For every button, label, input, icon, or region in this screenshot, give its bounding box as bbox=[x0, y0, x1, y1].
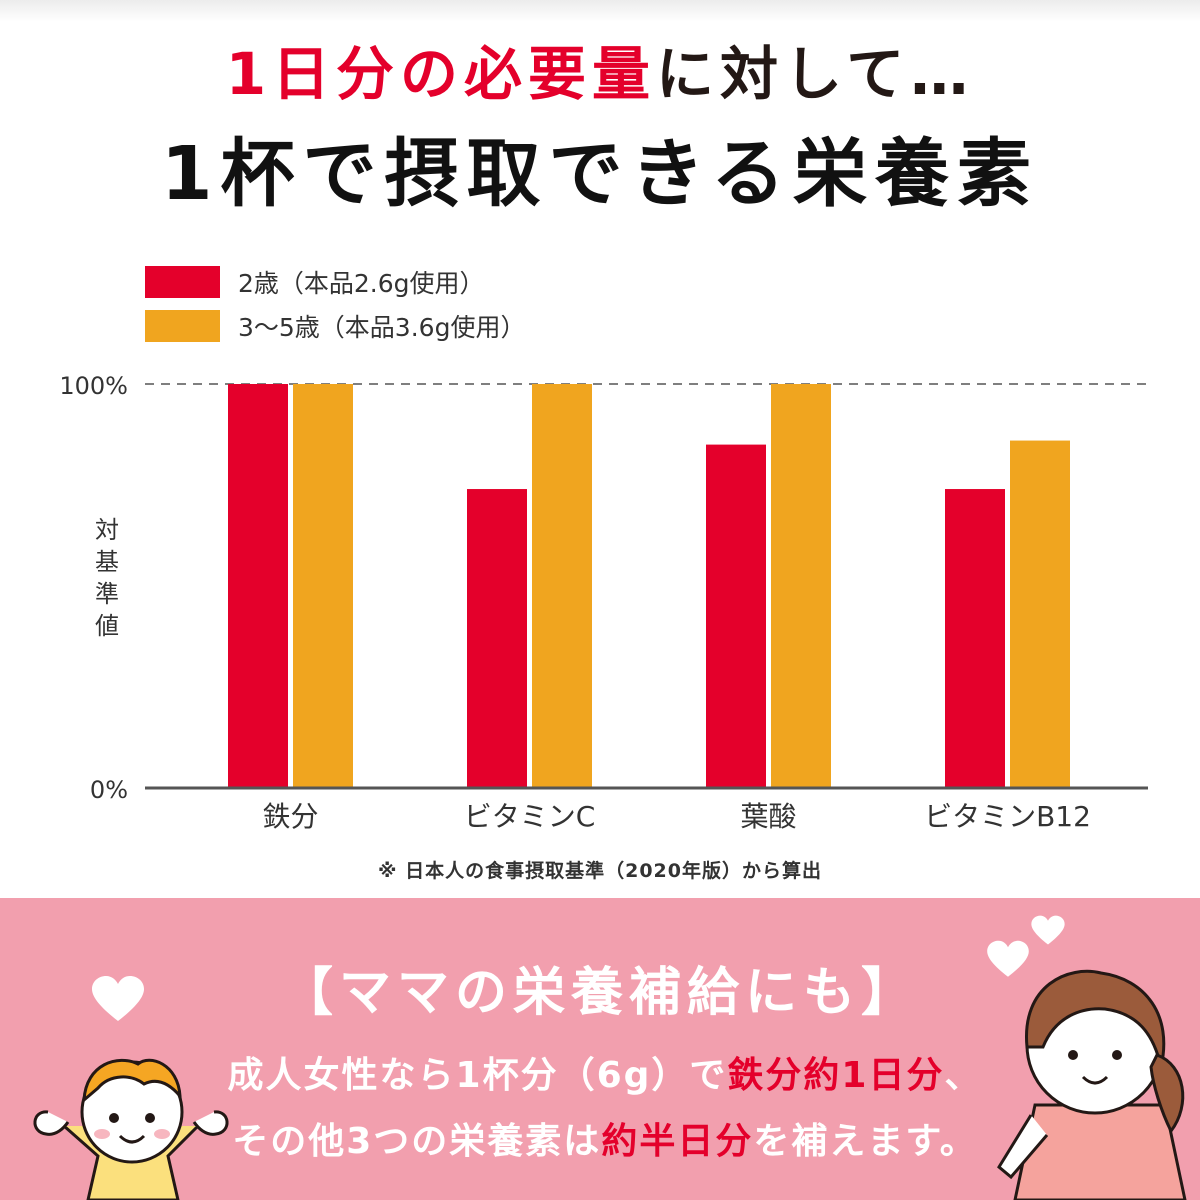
bar-3-1 bbox=[706, 444, 766, 788]
x-tick-label-3: 葉酸 bbox=[740, 800, 796, 833]
top-shadow-band bbox=[0, 0, 1200, 22]
child-illustration bbox=[33, 1058, 229, 1200]
panel-line-1-a: 成人女性なら1杯分（6g）で bbox=[227, 1055, 728, 1096]
mother-illustration bbox=[997, 969, 1187, 1200]
bar-2-1 bbox=[467, 489, 527, 788]
legend-swatch-1 bbox=[145, 266, 220, 298]
panel-line-2-c: を補えます。 bbox=[753, 1121, 978, 1162]
panel-line-2: その他3つの栄養素は約半日分を補えます。 bbox=[225, 1112, 985, 1164]
legend-label-1: 2歳（本品2.6g使用） bbox=[238, 269, 485, 298]
source-note: ※ 日本人の食事摂取基準（2020年版）から算出 bbox=[378, 860, 822, 882]
x-tick-label-2: ビタミンC bbox=[464, 800, 596, 833]
bar-chart: 2歳（本品2.6g使用） 3〜5歳（本品3.6g使用） 鉄分 ビタミンC 葉酸 ビタミンB… bbox=[59, 266, 1148, 833]
heart-icon bbox=[987, 940, 1029, 977]
panel-line-2-a: その他3つの栄養素は bbox=[232, 1121, 602, 1162]
title-line-1: 1日分の必要量に対して… bbox=[0, 38, 1200, 110]
title-rest: に対して… bbox=[656, 40, 975, 108]
y-axis-label-char: 値 bbox=[95, 612, 119, 640]
panel-line-1: 成人女性なら1杯分（6g）で鉄分約1日分、 bbox=[225, 1046, 985, 1098]
y-tick-label-100: 100% bbox=[59, 372, 128, 400]
y-axis-label-char: 準 bbox=[95, 580, 119, 608]
bar-3-2 bbox=[771, 384, 831, 788]
legend-label-2: 3〜5歳（本品3.6g使用） bbox=[238, 313, 525, 342]
y-tick-label-0: 0% bbox=[90, 776, 128, 804]
main-title: 1杯で摂取できる栄養素 bbox=[160, 131, 1039, 217]
y-axis-label-char: 基 bbox=[95, 548, 119, 576]
bar-1-1 bbox=[228, 384, 288, 788]
heart-icon bbox=[1031, 915, 1065, 945]
bar-4-1 bbox=[945, 489, 1005, 788]
panel-line-2-highlight: 約半日分 bbox=[601, 1121, 754, 1162]
x-tick-label-4: ビタミンB12 bbox=[924, 800, 1091, 833]
panel-heading: 【ママの栄養補給にも】 bbox=[280, 963, 919, 1023]
legend-swatch-2 bbox=[145, 310, 220, 342]
bar-2-2 bbox=[532, 384, 592, 788]
y-axis-label-char: 対 bbox=[95, 516, 119, 544]
heart-icon bbox=[92, 976, 144, 1021]
title-accent: 1日分の必要量 bbox=[225, 40, 657, 108]
bar-4-2 bbox=[1010, 440, 1070, 788]
panel-line-1-highlight: 鉄分約1日分 bbox=[727, 1055, 945, 1096]
panel-line-1-c: 、 bbox=[944, 1055, 983, 1096]
bar-1-2 bbox=[293, 384, 353, 788]
x-tick-label-1: 鉄分 bbox=[262, 800, 318, 833]
